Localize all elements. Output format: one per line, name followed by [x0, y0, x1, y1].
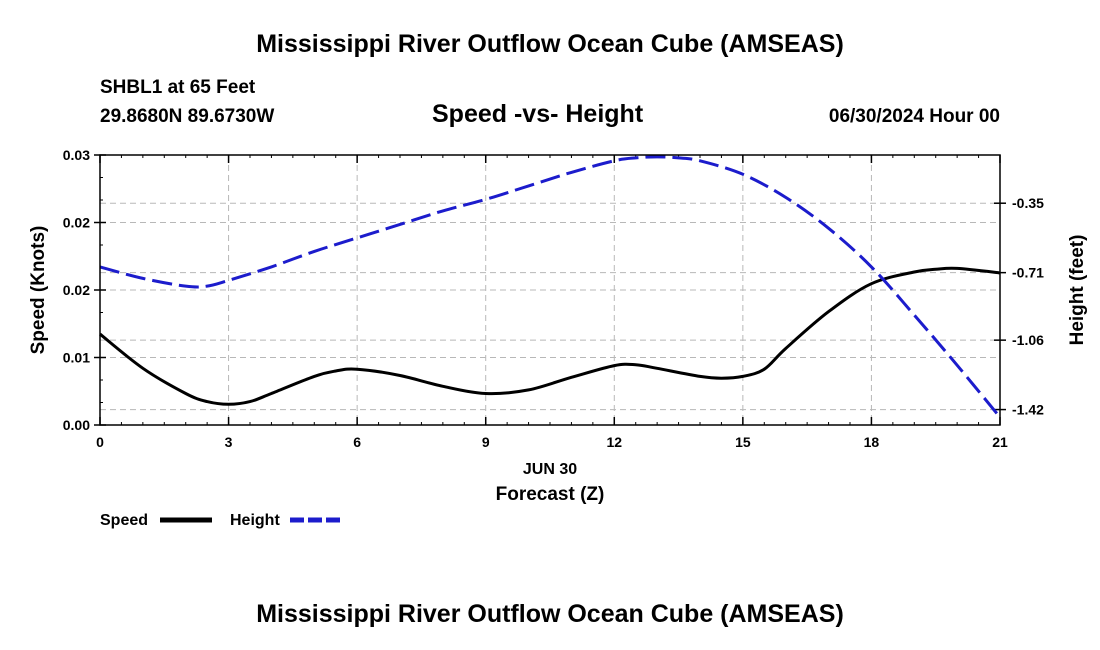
x-axis-label: Forecast (Z) — [496, 484, 605, 505]
chart-grid — [100, 155, 1000, 425]
main-title: Mississippi River Outflow Ocean Cube (AM… — [256, 30, 844, 58]
y-tick-label: 0.03 — [63, 147, 90, 163]
y-tick-label: 0.02 — [63, 282, 90, 298]
station-label: SHBL1 at 65 Feet — [100, 77, 256, 98]
y2-axis-label: Height (feet) — [1067, 235, 1088, 346]
footer-title: Mississippi River Outflow Ocean Cube (AM… — [256, 600, 844, 628]
x-tick-label: 21 — [992, 434, 1008, 450]
series-line-speed — [99, 266, 1001, 406]
y2-tick-label: -0.71 — [1012, 265, 1044, 281]
y2-tick-label: -1.06 — [1012, 332, 1044, 348]
series-line-height — [99, 155, 1002, 419]
x-tick-label: 6 — [353, 434, 361, 450]
legend-height-label: Height — [230, 512, 280, 529]
x-date-label: JUN 30 — [523, 461, 577, 478]
legend: Speed Height — [100, 512, 342, 529]
legend-speed-label: Speed — [100, 512, 148, 529]
y2-tick-label: -0.35 — [1012, 195, 1044, 211]
x-tick-label: 9 — [482, 434, 490, 450]
y2-tick-label: -1.42 — [1012, 402, 1044, 418]
x-tick-label: 18 — [864, 434, 880, 450]
plot-frame — [99, 154, 1001, 426]
y-tick-label: 0.00 — [63, 417, 90, 433]
y-tick-label: 0.02 — [63, 215, 90, 231]
coordinates-label: 29.8680N 89.6730W — [100, 106, 275, 127]
y-tick-label: 0.01 — [63, 350, 90, 366]
forecast-datetime: 06/30/2024 Hour 00 — [828, 106, 1000, 127]
chart-title: Speed -vs- Height — [432, 100, 644, 128]
x-tick-label: 0 — [96, 434, 104, 450]
x-tick-label: 12 — [606, 434, 622, 450]
x-tick-label: 15 — [735, 434, 751, 450]
x-tick-label: 3 — [225, 434, 233, 450]
chart-lines — [99, 155, 1002, 419]
y-axis-label: Speed (Knots) — [28, 226, 49, 355]
chart-ticks: 0 3 6 9 12 15 18 21 0.00 0.01 0.02 0.02 0.03 -0.35 -0.… — [63, 147, 1044, 450]
